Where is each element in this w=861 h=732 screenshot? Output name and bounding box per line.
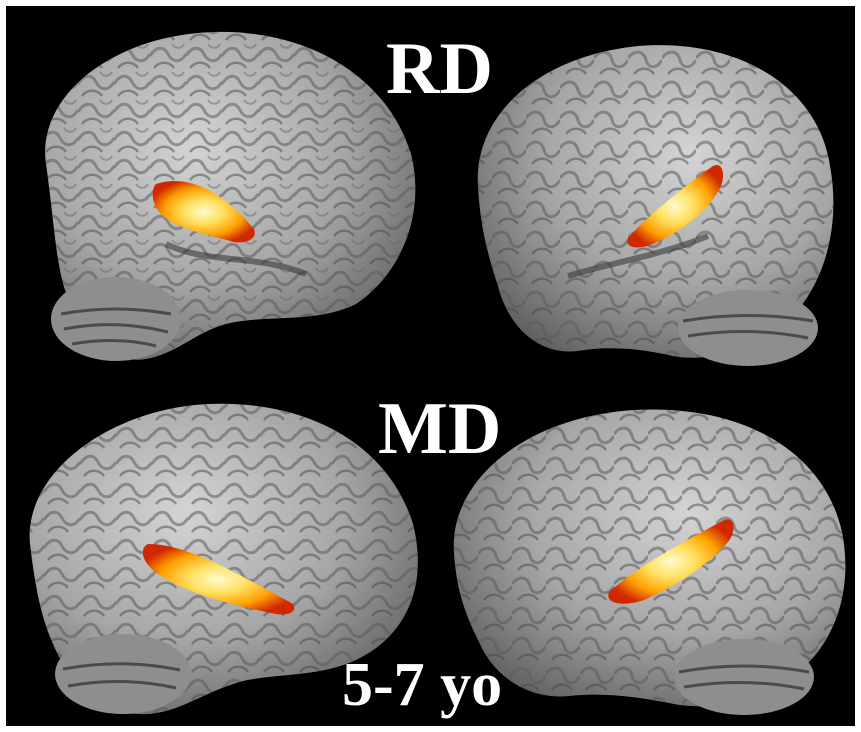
brain-rd-right-hemisphere — [477, 45, 834, 366]
sylvian-fissure — [164, 241, 308, 277]
black-panel: RD MD 5-7 yo — [6, 6, 855, 726]
activation-blob — [627, 165, 724, 248]
cerebellum — [55, 634, 191, 714]
group-label-md: MD — [378, 388, 502, 470]
cerebellum — [678, 290, 818, 366]
cerebellum — [51, 277, 181, 361]
group-label-rd: RD — [386, 28, 493, 110]
sylvian-fissure — [567, 233, 710, 279]
brain-rd-left-hemisphere — [45, 31, 416, 361]
brain-md-right-hemisphere — [453, 409, 846, 715]
age-label: 5-7 yo — [342, 651, 503, 719]
activation-blob — [152, 181, 255, 243]
cortex-surface — [45, 31, 416, 360]
brain-md-left-hemisphere — [29, 403, 418, 715]
activation-blob — [142, 544, 295, 615]
cerebellum — [674, 639, 814, 715]
activation-blob — [608, 519, 734, 604]
